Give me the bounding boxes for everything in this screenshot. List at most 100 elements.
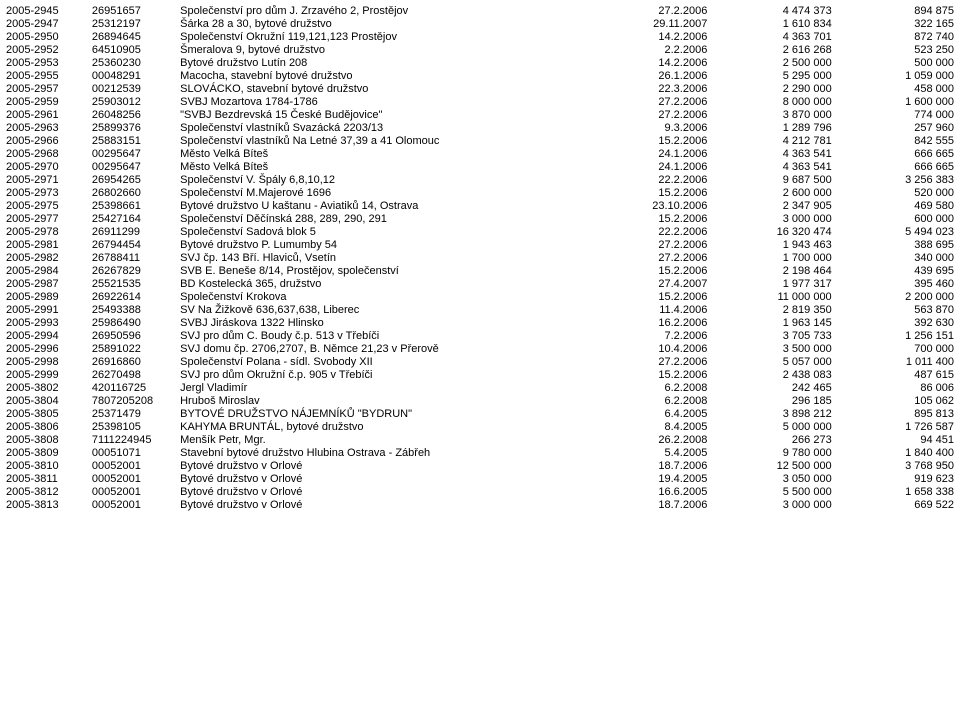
table-cell: 523 250	[850, 43, 956, 56]
table-row: 2005-38087111224945Menšík Petr, Mgr.26.2…	[4, 433, 956, 446]
table-cell: 00052001	[90, 472, 178, 485]
table-cell: 520 000	[850, 186, 956, 199]
table-cell: 2005-2950	[4, 30, 90, 43]
table-cell: 5 500 000	[725, 485, 849, 498]
table-cell: Společenství Děčínská 288, 289, 290, 291	[178, 212, 612, 225]
table-row: 2005-295325360230Bytové družstvo Lutín 2…	[4, 56, 956, 69]
table-row: 2005-297725427164Společenství Děčínská 2…	[4, 212, 956, 225]
table-cell: 872 740	[850, 30, 956, 43]
table-cell: 00051071	[90, 446, 178, 459]
table-cell: 10.4.2006	[612, 342, 725, 355]
table-cell: 4 363 701	[725, 30, 849, 43]
table-cell: 6.2.2008	[612, 394, 725, 407]
table-cell: 25903012	[90, 95, 178, 108]
table-cell: 2005-2955	[4, 69, 90, 82]
table-cell: 14.2.2006	[612, 30, 725, 43]
table-cell: 15.2.2006	[612, 290, 725, 303]
table-cell: 1 011 400	[850, 355, 956, 368]
table-cell: 1 059 000	[850, 69, 956, 82]
table-cell: 15.2.2006	[612, 212, 725, 225]
table-row: 2005-299325986490SVBJ Jiráskova 1322 Hli…	[4, 316, 956, 329]
table-row: 2005-299125493388SV Na Žižkově 636,637,6…	[4, 303, 956, 316]
table-cell: 7111224945	[90, 433, 178, 446]
table-cell: 22.3.2006	[612, 82, 725, 95]
table-cell: 2005-2970	[4, 160, 90, 173]
table-cell: 919 623	[850, 472, 956, 485]
table-cell: 257 960	[850, 121, 956, 134]
table-cell: Společenství Sadová blok 5	[178, 225, 612, 238]
table-row: 2005-295500048291Macocha, stavební bytov…	[4, 69, 956, 82]
table-cell: 105 062	[850, 394, 956, 407]
table-cell: 26267829	[90, 264, 178, 277]
table-cell: 3 705 733	[725, 329, 849, 342]
table-cell: 26270498	[90, 368, 178, 381]
table-cell: SVB E. Beneše 8/14, Prostějov, společens…	[178, 264, 612, 277]
table-cell: 00052001	[90, 485, 178, 498]
table-cell: 3 898 212	[725, 407, 849, 420]
table-cell: 266 273	[725, 433, 849, 446]
table-cell: 2005-3806	[4, 420, 90, 433]
table-cell: 2 200 000	[850, 290, 956, 303]
table-cell: 842 555	[850, 134, 956, 147]
table-cell: 2005-3804	[4, 394, 90, 407]
table-cell: 94 451	[850, 433, 956, 446]
table-cell: 00212539	[90, 82, 178, 95]
table-cell: 2005-2947	[4, 17, 90, 30]
table-cell: 2005-2945	[4, 4, 90, 17]
table-row: 2005-380900051071Stavební bytové družstv…	[4, 446, 956, 459]
table-cell: 2005-3805	[4, 407, 90, 420]
table-cell: 395 460	[850, 277, 956, 290]
table-cell: 340 000	[850, 251, 956, 264]
table-cell: 2005-2984	[4, 264, 90, 277]
table-cell: 27.4.2007	[612, 277, 725, 290]
table-cell: 26.2.2008	[612, 433, 725, 446]
table-cell: Společenství M.Majerové 1696	[178, 186, 612, 199]
table-cell: 5 494 023	[850, 225, 956, 238]
table-cell: 2005-2952	[4, 43, 90, 56]
table-cell: 2005-2996	[4, 342, 90, 355]
table-cell: 2005-3802	[4, 381, 90, 394]
table-cell: 26950596	[90, 329, 178, 342]
table-cell: 500 000	[850, 56, 956, 69]
table-cell: Jergl Vladimír	[178, 381, 612, 394]
table-cell: 27.2.2006	[612, 238, 725, 251]
table-cell: "SVBJ Bezdrevská 15 České Budějovice"	[178, 108, 612, 121]
table-cell: 19.4.2005	[612, 472, 725, 485]
table-cell: 1 289 796	[725, 121, 849, 134]
table-cell: 1 700 000	[725, 251, 849, 264]
table-row: 2005-296625883151Společenství vlastníků …	[4, 134, 956, 147]
table-cell: 25493388	[90, 303, 178, 316]
table-cell: 439 695	[850, 264, 956, 277]
table-cell: 2005-2975	[4, 199, 90, 212]
table-cell: 2005-2973	[4, 186, 90, 199]
table-row: 2005-299826916860Společenství Polana - s…	[4, 355, 956, 368]
table-row: 2005-3802420116725Jergl Vladimír6.2.2008…	[4, 381, 956, 394]
table-cell: 15.2.2006	[612, 134, 725, 147]
table-cell: 322 165	[850, 17, 956, 30]
table-cell: 26794454	[90, 238, 178, 251]
table-cell: Bytové družstvo U kaštanu - Aviatiků 14,…	[178, 199, 612, 212]
table-cell: 00052001	[90, 459, 178, 472]
table-cell: 1 963 145	[725, 316, 849, 329]
table-cell: 26.1.2006	[612, 69, 725, 82]
table-cell: 3 500 000	[725, 342, 849, 355]
table-cell: 14.2.2006	[612, 56, 725, 69]
table-cell: 2005-2968	[4, 147, 90, 160]
table-cell: SVJ čp. 143 Bří. Hlaviců, Vsetín	[178, 251, 612, 264]
table-cell: 1 610 834	[725, 17, 849, 30]
table-row: 2005-297326802660Společenství M.Majerové…	[4, 186, 956, 199]
table-cell: 2 600 000	[725, 186, 849, 199]
table-cell: 2 290 000	[725, 82, 849, 95]
table-cell: 242 465	[725, 381, 849, 394]
table-cell: 24.1.2006	[612, 147, 725, 160]
table-cell: 18.7.2006	[612, 459, 725, 472]
table-cell: Společenství pro dům J. Zrzavého 2, Pros…	[178, 4, 612, 17]
table-cell: 2005-3813	[4, 498, 90, 511]
table-cell: 9 687 500	[725, 173, 849, 186]
table-row: 2005-381000052001Bytové družstvo v Orlov…	[4, 459, 956, 472]
table-cell: 15.2.2006	[612, 186, 725, 199]
table-cell: 3 256 383	[850, 173, 956, 186]
table-cell: 2005-2977	[4, 212, 90, 225]
table-cell: 25883151	[90, 134, 178, 147]
table-cell: 1 600 000	[850, 95, 956, 108]
